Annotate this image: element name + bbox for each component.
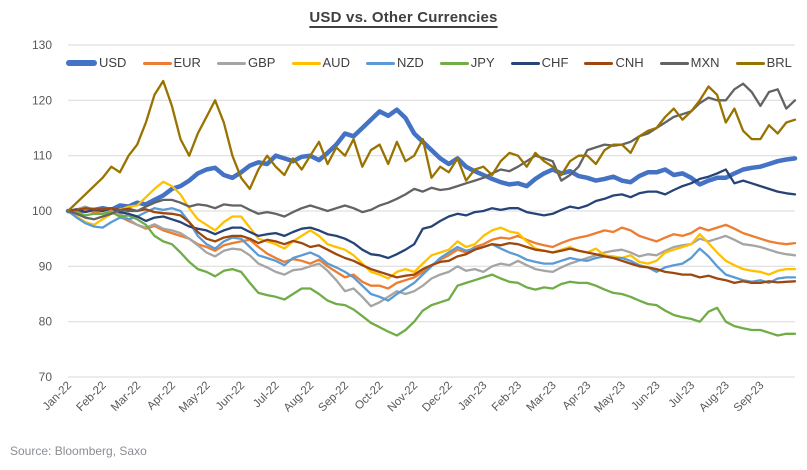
legend-item-aud: AUD bbox=[291, 55, 350, 71]
legend-label-jpy: JPY bbox=[470, 55, 495, 70]
legend-item-chf: CHF bbox=[510, 55, 569, 71]
legend-label-brl: BRL bbox=[766, 55, 792, 70]
legend-label-mxn: MXN bbox=[690, 55, 720, 70]
x-tick-label: Jan-23 bbox=[456, 380, 489, 413]
legend-marker-nzd bbox=[366, 61, 396, 65]
legend-marker-usd bbox=[66, 60, 97, 66]
legend-label-usd: USD bbox=[99, 55, 127, 70]
x-tick-label: Mar-22 bbox=[109, 380, 143, 414]
x-tick-label: Apr-23 bbox=[561, 380, 594, 413]
series-line-brl bbox=[66, 79, 797, 213]
source-note: Source: Bloomberg, Saxo bbox=[10, 444, 147, 458]
x-tick-label: Feb-22 bbox=[74, 380, 108, 414]
legend-marker-gbp bbox=[217, 61, 246, 65]
y-tick-label: 80 bbox=[39, 315, 53, 329]
series-line-chf bbox=[66, 168, 797, 260]
legend-label-nzd: NZD bbox=[397, 55, 424, 70]
legend-item-gbp: GBP bbox=[217, 55, 275, 71]
legend-item-brl: BRL bbox=[735, 55, 792, 71]
legend-item-mxn: MXN bbox=[659, 55, 720, 71]
legend-marker-chf bbox=[510, 61, 540, 65]
x-tick-label: Jul-23 bbox=[667, 380, 698, 411]
y-tick-label: 110 bbox=[33, 149, 52, 163]
legend-item-jpy: JPY bbox=[439, 55, 495, 71]
x-tick-label: Oct-22 bbox=[353, 380, 386, 413]
x-tick-label: Jan-22 bbox=[41, 380, 74, 413]
legend-marker-jpy bbox=[439, 61, 469, 65]
series-line-jpy bbox=[66, 209, 797, 337]
legend-item-usd: USD bbox=[66, 55, 126, 71]
series-line-usd bbox=[65, 107, 798, 216]
legend-label-aud: AUD bbox=[322, 55, 350, 70]
series-line-cnh bbox=[66, 207, 797, 285]
series-line-mxn bbox=[66, 82, 797, 221]
y-tick-label: 120 bbox=[32, 93, 52, 107]
y-tick-label: 100 bbox=[32, 204, 52, 218]
x-tick-label: May-23 bbox=[592, 380, 628, 416]
x-tick-label: Jun-23 bbox=[629, 380, 662, 413]
legend-label-cnh: CNH bbox=[615, 55, 644, 70]
series-line-gbp bbox=[66, 205, 797, 308]
x-tick-label: Sep-23 bbox=[732, 380, 767, 415]
x-tick-label: Sep-22 bbox=[316, 380, 351, 415]
y-axis-labels: 70 80 90 100 110 120 130 bbox=[32, 38, 52, 384]
y-tick-label: 70 bbox=[39, 370, 53, 384]
legend-item-nzd: NZD bbox=[366, 55, 424, 71]
chart-title: USD vs. Other Currencies bbox=[309, 9, 498, 26]
legend-marker-mxn bbox=[659, 61, 689, 65]
x-tick-label: Dec-22 bbox=[420, 380, 455, 415]
legend: USD EUR GBP AUD NZD JPY CHF CNH MXN BRL bbox=[66, 55, 792, 71]
y-tick-label: 130 bbox=[32, 38, 52, 52]
legend-marker-cnh bbox=[584, 61, 614, 65]
x-tick-label: Aug-23 bbox=[697, 380, 732, 415]
legend-label-gbp: GBP bbox=[248, 55, 276, 70]
legend-marker-brl bbox=[735, 61, 765, 65]
legend-item-cnh: CNH bbox=[584, 55, 644, 71]
legend-marker-eur bbox=[142, 61, 172, 65]
legend-label-eur: EUR bbox=[173, 55, 201, 70]
x-tick-label: May-22 bbox=[177, 380, 213, 416]
series-lines bbox=[65, 79, 798, 337]
x-tick-label: Feb-23 bbox=[490, 380, 524, 414]
legend-label-chf: CHF bbox=[541, 55, 569, 70]
x-tick-label: Apr-22 bbox=[145, 380, 178, 413]
x-tick-label: Mar-23 bbox=[525, 380, 559, 414]
legend-item-eur: EUR bbox=[142, 55, 201, 71]
legend-marker-aud bbox=[291, 61, 321, 65]
x-tick-label: Nov-22 bbox=[386, 380, 421, 415]
x-tick-label: Aug-22 bbox=[282, 380, 317, 415]
x-tick-label: Jul-22 bbox=[251, 380, 282, 411]
x-tick-label: Jun-22 bbox=[214, 380, 247, 413]
series-line-aud bbox=[66, 180, 797, 280]
y-tick-label: 90 bbox=[39, 259, 53, 273]
